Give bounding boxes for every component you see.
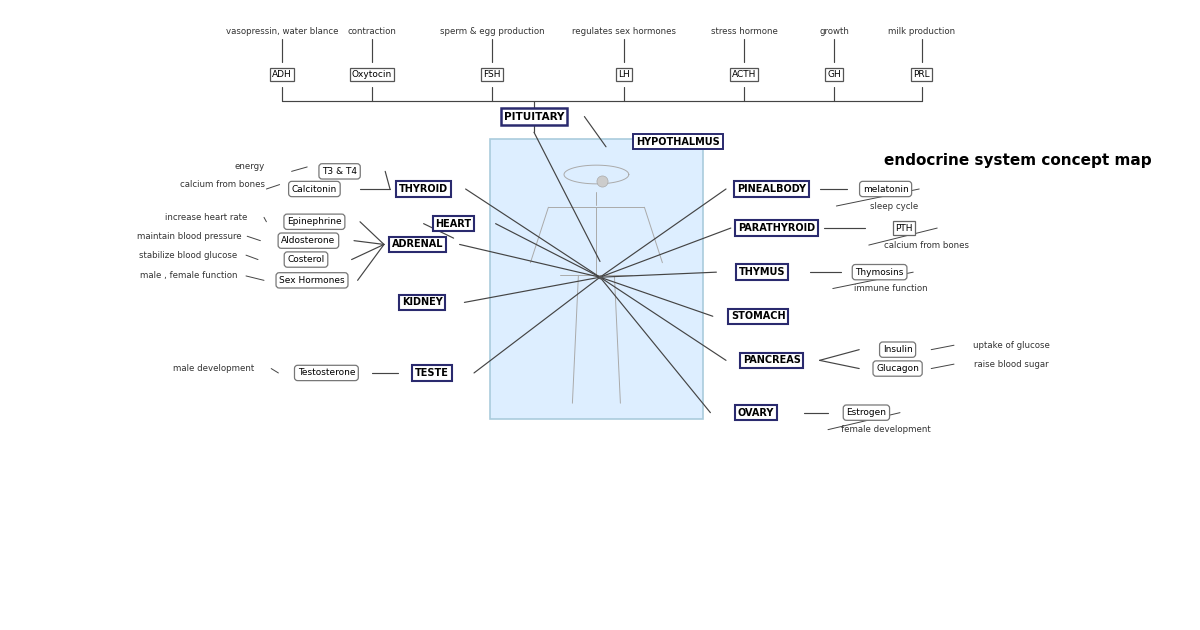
Text: stress hormone: stress hormone (710, 27, 778, 36)
Text: increase heart rate: increase heart rate (166, 213, 247, 222)
Text: sleep cycle: sleep cycle (870, 202, 918, 210)
Text: PANCREAS: PANCREAS (743, 355, 800, 365)
Text: stabilize blood glucose: stabilize blood glucose (139, 251, 238, 260)
Text: calcium from bones: calcium from bones (884, 241, 968, 249)
Text: Calcitonin: Calcitonin (292, 185, 337, 193)
Text: Oxytocin: Oxytocin (352, 70, 392, 79)
Text: immune function: immune function (853, 284, 928, 293)
Text: Aldosterone: Aldosterone (281, 236, 336, 245)
Text: TESTE: TESTE (415, 368, 449, 378)
Text: male , female function: male , female function (139, 272, 238, 280)
FancyBboxPatch shape (490, 139, 703, 419)
Text: PTH: PTH (895, 224, 912, 232)
Text: OVARY: OVARY (738, 408, 774, 418)
Text: milk production: milk production (888, 27, 955, 36)
Text: STOMACH: STOMACH (731, 311, 786, 321)
Text: contraction: contraction (348, 27, 396, 36)
Text: THYROID: THYROID (400, 184, 448, 194)
Text: THYMUS: THYMUS (739, 267, 785, 277)
Text: GH: GH (827, 70, 841, 79)
Text: uptake of glucose: uptake of glucose (973, 341, 1050, 350)
Text: growth: growth (820, 27, 848, 36)
Text: raise blood sugar: raise blood sugar (974, 360, 1049, 369)
Text: PRL: PRL (913, 70, 930, 79)
Text: HEART: HEART (436, 219, 472, 229)
Text: ACTH: ACTH (732, 70, 756, 79)
Text: Testosterone: Testosterone (298, 369, 355, 377)
Text: female development: female development (841, 425, 930, 434)
Text: regulates sex hormones: regulates sex hormones (572, 27, 676, 36)
Text: vasopressin, water blance: vasopressin, water blance (226, 27, 338, 36)
Text: calcium from bones: calcium from bones (180, 180, 264, 189)
Text: melatonin: melatonin (863, 185, 908, 193)
Text: ADH: ADH (272, 70, 292, 79)
Text: HYPOTHALMUS: HYPOTHALMUS (636, 137, 720, 147)
Text: T3 & T4: T3 & T4 (322, 167, 358, 176)
Text: male development: male development (173, 364, 254, 373)
Text: Costerol: Costerol (287, 255, 325, 264)
Text: Estrogen: Estrogen (846, 408, 887, 417)
Text: energy: energy (234, 163, 265, 171)
Text: Glucagon: Glucagon (876, 364, 919, 373)
Text: Sex Hormones: Sex Hormones (280, 276, 344, 285)
Text: ADRENAL: ADRENAL (392, 239, 443, 249)
Text: FSH: FSH (484, 70, 500, 79)
Text: Epinephrine: Epinephrine (287, 217, 342, 226)
Text: endocrine system concept map: endocrine system concept map (883, 153, 1152, 168)
Text: PINEALBODY: PINEALBODY (737, 184, 806, 194)
Text: Insulin: Insulin (883, 345, 912, 354)
Text: Thymosins: Thymosins (856, 268, 904, 277)
Text: PITUITARY: PITUITARY (504, 112, 564, 122)
Text: maintain blood pressure: maintain blood pressure (137, 232, 242, 241)
Text: PARATHYROID: PARATHYROID (738, 223, 815, 233)
Text: sperm & egg production: sperm & egg production (439, 27, 545, 36)
Text: KIDNEY: KIDNEY (402, 297, 443, 307)
Text: LH: LH (618, 70, 630, 79)
